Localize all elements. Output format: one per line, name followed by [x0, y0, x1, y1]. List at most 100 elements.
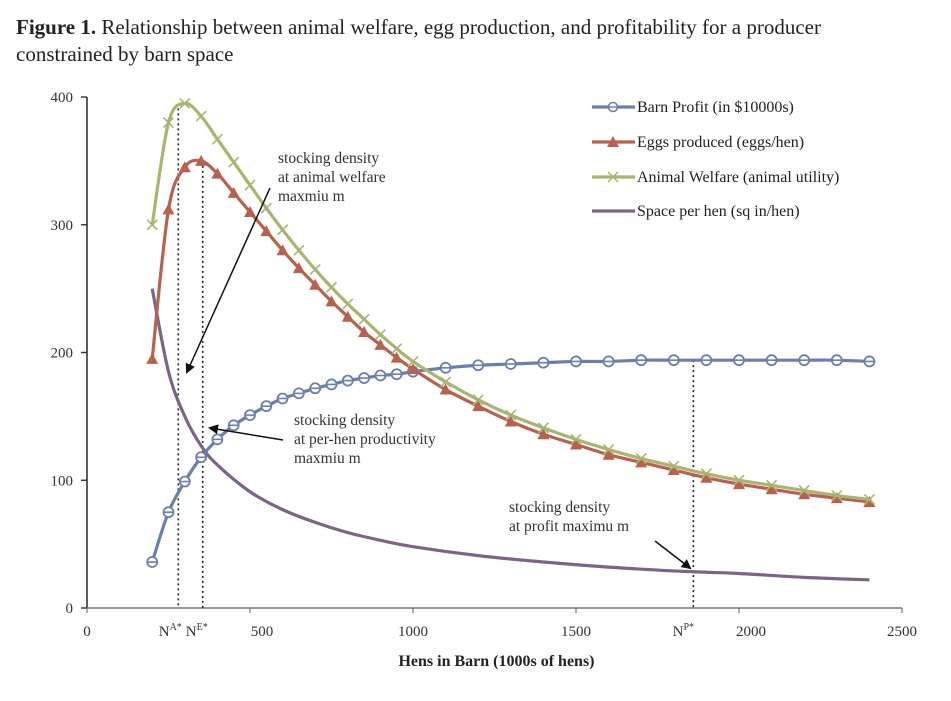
- data-point-eggs: [292, 262, 305, 274]
- data-point-welfare: [228, 156, 240, 168]
- data-point-welfare: [700, 468, 712, 480]
- series-space: [150, 288, 870, 582]
- legend-item-profit: Barn Profit (in $10000s): [592, 99, 794, 116]
- data-point-eggs: [439, 383, 452, 395]
- data-point-eggs: [244, 205, 256, 217]
- data-point-eggs: [667, 464, 680, 476]
- annotations: stocking density at animal welfare maxmiu …: [185, 150, 692, 570]
- data-point-welfare: [342, 298, 354, 310]
- data-point-eggs: [260, 225, 273, 237]
- y-tick-label: 400: [51, 90, 74, 106]
- legend-label: Animal Welfare (animal utility): [637, 169, 839, 186]
- data-point-eggs: [733, 478, 745, 490]
- legend-label: Barn Profit (in $10000s): [637, 99, 794, 116]
- data-point-eggs: [162, 203, 175, 215]
- x-tick-label: 1500: [561, 624, 591, 640]
- data-point-eggs: [765, 483, 778, 495]
- data-point-welfare: [244, 179, 256, 191]
- data-point-welfare: [863, 493, 875, 505]
- legend-marker-triangle-icon: [607, 136, 619, 147]
- series-welfare: [146, 97, 875, 505]
- figure-caption-text: Relationship between animal welfare, egg…: [16, 15, 821, 66]
- data-point-welfare: [537, 422, 549, 434]
- x-tick-label: 500: [251, 624, 274, 640]
- x-tick-label: 2000: [736, 624, 766, 640]
- legend-item-space: Space per hen (sq in/hen): [592, 203, 800, 220]
- y-tick-label: 100: [51, 473, 74, 489]
- y-tick-label: 300: [51, 218, 74, 234]
- y-tick-label: 200: [51, 346, 74, 362]
- data-point-welfare: [195, 110, 207, 122]
- data-point-welfare: [162, 116, 175, 129]
- data-point-welfare: [325, 281, 338, 293]
- x-axis-label: Hens in Barn (1000s of hens): [398, 653, 594, 670]
- series-profit: [146, 354, 876, 568]
- data-point-welfare: [472, 394, 484, 406]
- data-point-welfare: [766, 479, 778, 491]
- series-line-welfare: [150, 101, 870, 502]
- data-point-eggs: [227, 186, 240, 198]
- annotation-text: stocking density at animal welfare maxmiu …: [278, 150, 386, 205]
- data-point-eggs: [570, 438, 582, 450]
- data-point-eggs: [195, 154, 208, 166]
- annotation-text: stocking density at profit maximu m: [509, 499, 629, 535]
- arrow-productivity-max: [208, 424, 284, 441]
- data-point-eggs: [537, 428, 550, 440]
- arrow-welfare-max: [185, 187, 271, 374]
- data-point-eggs: [374, 338, 387, 350]
- data-point-eggs: [798, 488, 811, 500]
- legend-item-welfare: Animal Welfare (animal utility): [592, 169, 839, 186]
- optimum-marker-label: NA*: [159, 622, 182, 640]
- data-point-welfare: [293, 244, 305, 256]
- data-point-welfare: [668, 460, 680, 472]
- data-point-welfare: [570, 433, 582, 445]
- data-point-welfare: [146, 219, 158, 231]
- x-tick-label: 2500: [887, 624, 917, 640]
- series-line-space: [150, 288, 870, 582]
- data-point-eggs: [504, 415, 517, 427]
- y-tick-label: 0: [66, 601, 74, 617]
- data-point-eggs: [830, 492, 843, 504]
- data-point-eggs: [358, 326, 371, 338]
- legend-item-eggs: Eggs produced (eggs/hen): [592, 134, 804, 151]
- x-tick-label: 0: [83, 624, 91, 640]
- optimum-marker-label: NE*: [186, 622, 208, 640]
- figure-label: Figure 1.: [16, 15, 97, 39]
- optimum-guides: NA* NE* NP*: [159, 103, 695, 640]
- legend-label: Eggs produced (eggs/hen): [637, 134, 804, 151]
- data-point-eggs: [407, 363, 419, 375]
- figure-caption: Figure 1. Relationship between animal we…: [16, 14, 916, 68]
- data-point-welfare: [358, 313, 370, 325]
- data-point-welfare: [440, 376, 452, 388]
- legend: Barn Profit (in $10000s) Eggs produced (e…: [592, 99, 839, 220]
- legend-marker-x-icon: [607, 171, 619, 183]
- data-point-welfare: [603, 444, 615, 456]
- data-point-eggs: [146, 352, 159, 364]
- data-point-welfare: [505, 409, 517, 421]
- data-point-welfare: [635, 452, 647, 465]
- data-point-eggs: [472, 400, 485, 412]
- data-point-eggs: [325, 295, 338, 307]
- data-point-welfare: [179, 97, 191, 109]
- axes: 0 100 200 300 400 0 500 1000 1500 2000 2500 Hens in…: [51, 90, 918, 670]
- data-point-eggs: [390, 351, 403, 363]
- legend-label: Space per hen (sq in/hen): [637, 203, 800, 220]
- data-point-eggs: [211, 167, 224, 179]
- data-point-eggs: [178, 161, 191, 173]
- arrow-profit-max: [654, 540, 692, 570]
- data-point-eggs: [341, 310, 354, 322]
- data-point-welfare: [309, 263, 321, 276]
- data-point-welfare: [798, 484, 810, 497]
- data-point-welfare: [391, 343, 403, 355]
- data-point-welfare: [374, 329, 386, 341]
- data-point-eggs: [700, 471, 713, 483]
- data-point-eggs: [863, 495, 876, 507]
- data-point-welfare: [733, 474, 745, 486]
- data-point-eggs: [276, 244, 289, 256]
- series-group: [146, 97, 876, 582]
- optimum-marker-label: NP*: [673, 622, 694, 640]
- data-point-eggs: [635, 456, 648, 468]
- data-point-welfare: [407, 355, 419, 368]
- series-eggs: [146, 154, 876, 507]
